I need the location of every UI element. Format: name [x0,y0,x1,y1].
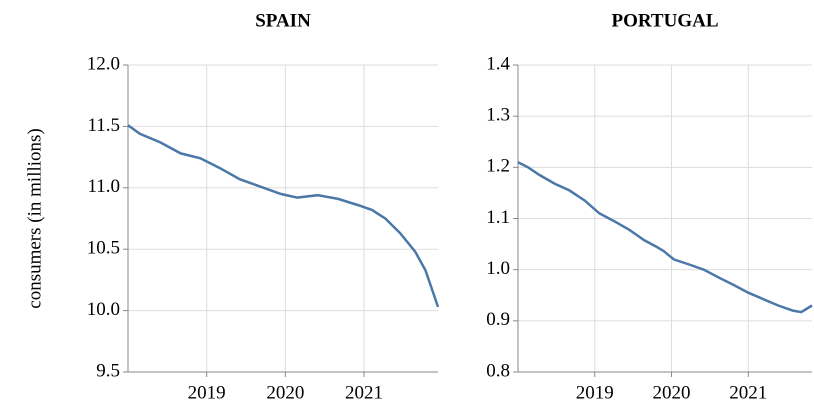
y-tick-label: 10.0 [87,299,120,320]
y-tick-label: 1.0 [486,258,510,279]
y-tick-label: 1.3 [486,105,510,126]
x-tick-label: 2019 [188,382,226,403]
y-tick-label: 10.5 [87,238,120,259]
x-tick-label: 2020 [653,382,691,403]
line [517,161,813,314]
y-tick-label: 11.5 [87,115,120,136]
y-tick-label: 1.2 [486,156,510,177]
y-tick-label: 9.5 [96,360,120,381]
x-tick-label: 2021 [729,382,767,403]
x-tick-label: 2020 [266,382,304,403]
chart-title: SPAIN [255,10,311,31]
y-tick-label: 12.0 [87,53,120,74]
x-tick-label: 2021 [345,382,383,403]
x-tick-label: 2019 [576,382,614,403]
y-tick-label: 0.8 [486,360,510,381]
y-tick-label: 1.1 [486,207,510,228]
y-tick-label: 1.4 [486,53,510,74]
y-axis-label: consumers (in millions) [24,128,45,308]
y-tick-label: 0.9 [486,309,510,330]
line [127,124,440,308]
y-tick-label: 11.0 [87,176,120,197]
chart-title: PORTUGAL [611,10,718,31]
